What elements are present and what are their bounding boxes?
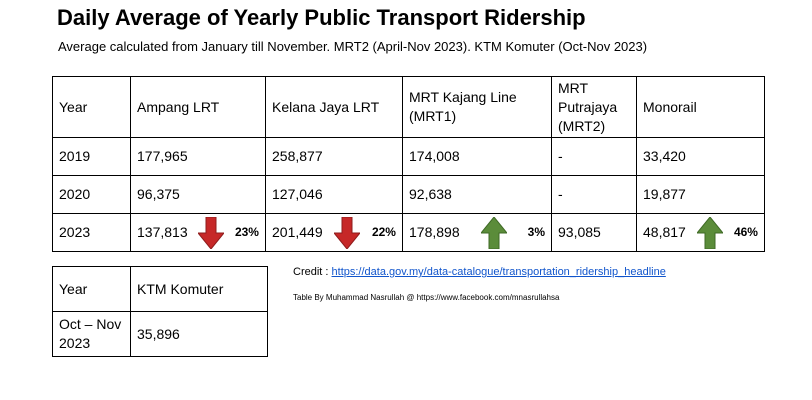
data-cell: 178,898 3% xyxy=(402,213,552,252)
data-cell: 174,008 xyxy=(402,137,552,176)
data-cell: 96,375 xyxy=(130,175,266,214)
header-cell: MRT Putrajaya (MRT2) xyxy=(551,76,637,138)
arrow-shape xyxy=(334,216,361,249)
data-cell: Oct – Nov 2023 xyxy=(52,311,131,357)
data-cell: - xyxy=(551,175,637,214)
credit-label: Credit : xyxy=(293,266,329,278)
data-cell: 127,046 xyxy=(265,175,403,214)
data-row: 2023 137,813 23% 201,449 22% 178,898 3% 93,085 4… xyxy=(52,213,765,252)
cell-change: 22% xyxy=(371,225,396,239)
data-cell: 33,420 xyxy=(636,137,765,176)
header-cell: Year xyxy=(52,266,131,312)
data-cell: - xyxy=(551,137,637,176)
data-row: 2019 177,965 258,877 174,008-33,420 xyxy=(52,137,765,176)
cell-value: 201,449 xyxy=(272,224,323,240)
credit-link[interactable]: https://data.gov.my/data-catalogue/trans… xyxy=(331,266,666,278)
data-cell: 48,817 46% xyxy=(636,213,765,252)
data-cell: 92,638 xyxy=(402,175,552,214)
cell-value: 48,817 xyxy=(643,224,686,240)
header-row: Year Ampang LRT Kelana Jaya LRT MRT Kajang … xyxy=(52,76,765,138)
arrow-shape xyxy=(198,216,225,249)
header-cell: MRT Kajang Line (MRT1) xyxy=(402,76,552,138)
header-cell: KTM Komuter xyxy=(130,266,268,312)
cell-content: 137,813 23% xyxy=(137,216,259,249)
title: Daily Average of Yearly Public Transport… xyxy=(57,5,586,30)
arrow-shape xyxy=(696,216,723,249)
byline: Table By Muhammad Nasrullah @ https://ww… xyxy=(293,293,560,302)
cell-change: 46% xyxy=(733,225,758,239)
header-cell: Kelana Jaya LRT xyxy=(265,76,403,138)
trend-arrow xyxy=(480,216,507,249)
ktm-table: Year KTM Komuter Oct – Nov 2023 35,896 xyxy=(52,266,268,357)
data-cell: 137,813 23% xyxy=(130,213,266,252)
data-cell: 177,965 xyxy=(130,137,266,176)
cell-value: 137,813 xyxy=(137,224,188,240)
cell-content: 178,898 3% xyxy=(409,216,545,249)
data-cell: 258,877 xyxy=(265,137,403,176)
data-cell: 2023 xyxy=(52,213,131,252)
data-cell: 93,085 xyxy=(551,213,637,252)
ridership-table: Year Ampang LRT Kelana Jaya LRT MRT Kajang … xyxy=(52,76,765,252)
data-row: 2020 96,375 127,046 92,638-19,877 xyxy=(52,175,765,214)
data-cell: 2019 xyxy=(52,137,131,176)
subtitle: Average calculated from January till Nov… xyxy=(58,39,648,54)
trend-arrow xyxy=(198,216,225,249)
arrow-shape xyxy=(480,216,507,249)
data-cell: 2020 xyxy=(52,175,131,214)
cell-content: 48,817 46% xyxy=(643,216,758,249)
cell-content: 201,449 22% xyxy=(272,216,396,249)
credit: Credit : https://data.gov.my/data-catalo… xyxy=(293,266,666,278)
cell-change: 23% xyxy=(234,225,259,239)
header-row: Year KTM Komuter xyxy=(52,266,268,312)
data-row: Oct – Nov 2023 35,896 xyxy=(52,311,268,357)
header-cell: Ampang LRT xyxy=(130,76,266,138)
header-cell: Monorail xyxy=(636,76,765,138)
trend-arrow xyxy=(696,216,723,249)
trend-arrow xyxy=(334,216,361,249)
data-cell: 201,449 22% xyxy=(265,213,403,252)
cell-value: 178,898 xyxy=(409,224,460,240)
cell-change: 3% xyxy=(527,225,545,239)
header-cell: Year xyxy=(52,76,131,138)
data-cell: 35,896 xyxy=(130,311,268,357)
data-cell: 19,877 xyxy=(636,175,765,214)
